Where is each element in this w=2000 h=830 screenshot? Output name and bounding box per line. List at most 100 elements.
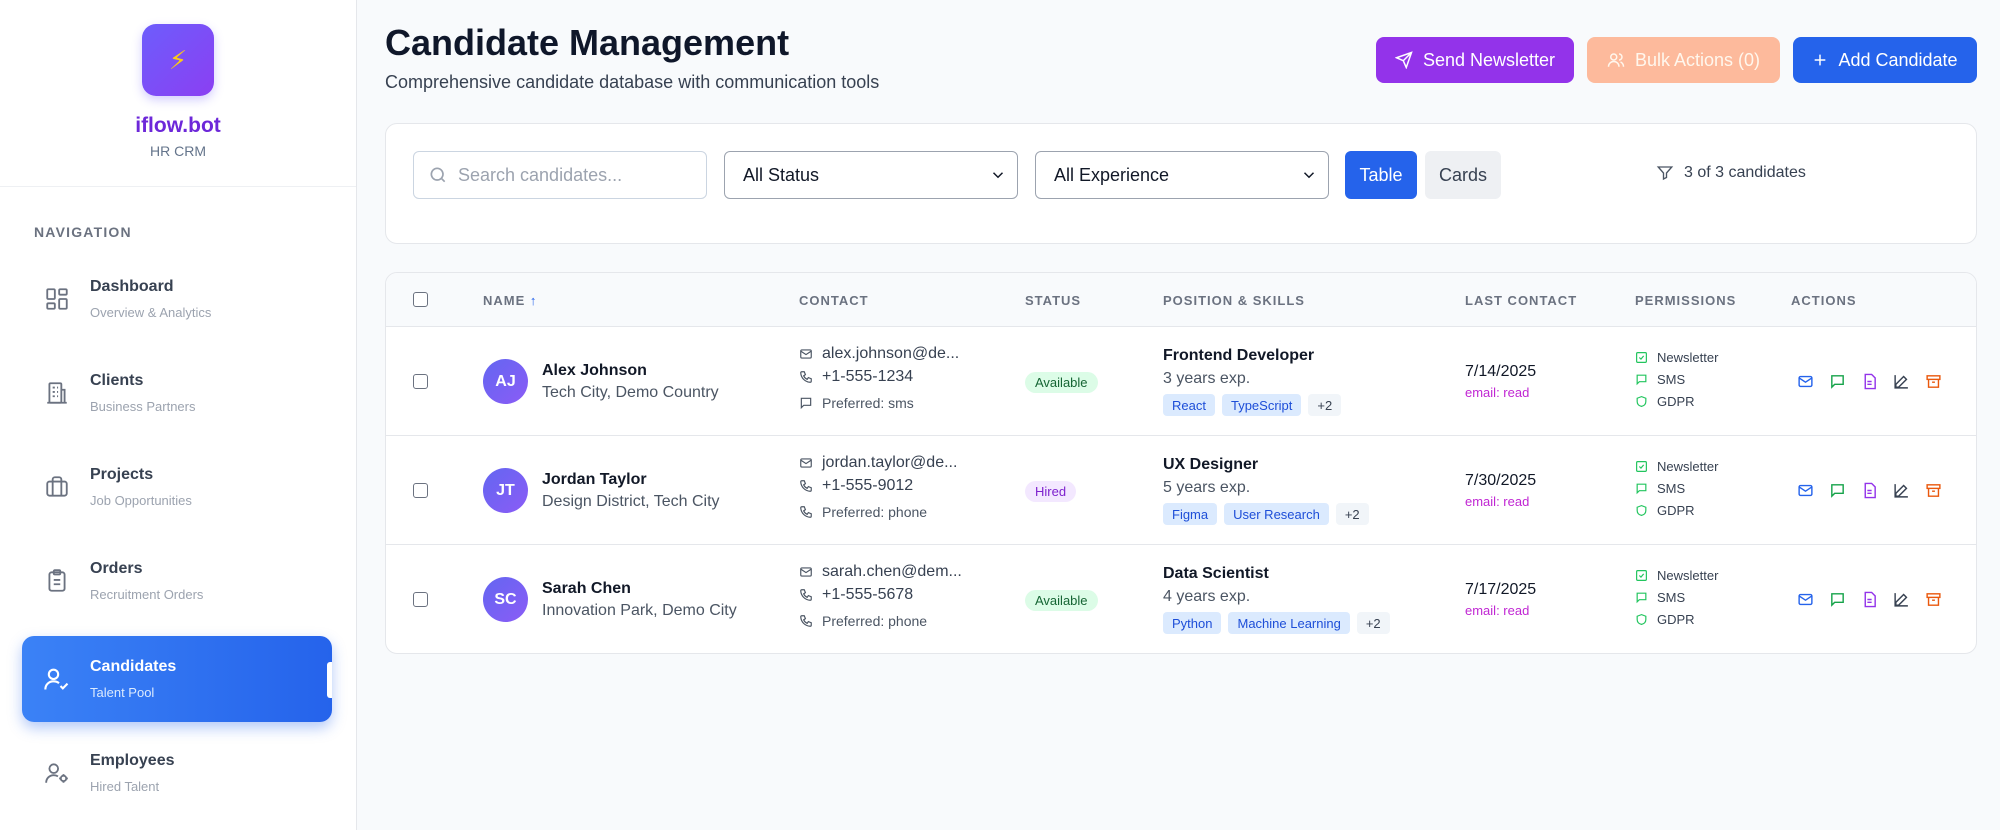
permission-gdpr: GDPR [1635, 612, 1695, 627]
candidate-count: 3 of 3 candidates [1656, 164, 1806, 182]
add-candidate-label: Add Candidate [1838, 49, 1958, 70]
sidebar-item-sub: Talent Pool [90, 685, 155, 700]
contact-email[interactable]: alex.johnson@de... [799, 345, 959, 363]
edit-action-icon[interactable] [1892, 481, 1910, 499]
column-name-label: NAME [483, 293, 526, 308]
sidebar-item-projects[interactable]: Projects Job Opportunities [22, 444, 332, 530]
experience-select-value: All Experience [1054, 164, 1170, 185]
skill-tag: TypeScript [1221, 394, 1302, 416]
add-candidate-button[interactable]: Add Candidate [1793, 37, 1977, 83]
table-row[interactable]: AJ Alex Johnson Tech City, Demo Country … [386, 327, 1976, 436]
table-row[interactable]: SC Sarah Chen Innovation Park, Demo City… [386, 545, 1976, 653]
email-action-icon[interactable] [1796, 590, 1814, 608]
row-checkbox[interactable] [413, 592, 428, 607]
check-square-icon [1636, 352, 1647, 363]
last-contact-meta: email: read [1465, 494, 1530, 509]
search-input[interactable] [458, 164, 698, 186]
status-badge: Available [1025, 590, 1098, 611]
status-select[interactable]: All Status [724, 151, 1018, 199]
briefcase-icon [42, 472, 72, 502]
skill-tag: Machine Learning [1228, 612, 1350, 634]
phone-text: +1-555-1234 [822, 368, 914, 385]
select-all-checkbox[interactable] [413, 292, 428, 307]
email-text: alex.johnson@de... [822, 345, 960, 362]
row-checkbox[interactable] [413, 374, 428, 389]
email-action-icon[interactable] [1796, 481, 1814, 499]
contact-email[interactable]: sarah.chen@dem... [799, 563, 962, 581]
column-contact: CONTACT [799, 293, 869, 308]
mail-icon [800, 349, 812, 359]
sidebar-item-dashboard[interactable]: Dashboard Overview & Analytics [22, 256, 332, 342]
phone-text: +1-555-5678 [822, 586, 914, 603]
sidebar-item-sub: Hired Talent [90, 779, 160, 794]
view-cards-button[interactable]: Cards [1425, 151, 1501, 199]
contact-phone[interactable]: +1-555-1234 [799, 368, 913, 386]
lightning-icon: ⚡ [168, 44, 188, 75]
skills-list: Python Machine Learning +2 [1163, 612, 1390, 634]
sms-action-icon[interactable] [1828, 590, 1846, 608]
sidebar-item-label: Clients [90, 372, 144, 389]
phone-icon [800, 615, 812, 627]
sidebar-item-sub: Recruitment Orders [90, 587, 204, 602]
table-row[interactable]: JT Jordan Taylor Design District, Tech C… [386, 436, 1976, 545]
sms-action-icon[interactable] [1828, 372, 1846, 390]
contact-preference: Preferred: sms [799, 395, 914, 411]
candidate-name[interactable]: Sarah Chen [542, 580, 631, 597]
archive-action-icon[interactable] [1924, 372, 1942, 390]
more-skills-tag: +2 [1335, 503, 1369, 525]
permission-label: GDPR [1657, 612, 1695, 627]
more-skills-tag: +2 [1356, 612, 1390, 634]
last-contact-date: 7/30/2025 [1465, 472, 1537, 489]
view-table-button[interactable]: Table [1345, 151, 1417, 199]
user-gear-icon [42, 758, 72, 788]
archive-action-icon[interactable] [1924, 481, 1942, 499]
logo[interactable]: ⚡ [142, 24, 214, 96]
document-action-icon[interactable] [1860, 481, 1878, 499]
page-subtitle: Comprehensive candidate database with co… [385, 72, 880, 92]
sidebar-item-employees[interactable]: Employees Hired Talent [22, 730, 332, 816]
permission-sms: SMS [1635, 481, 1685, 496]
document-action-icon[interactable] [1860, 372, 1878, 390]
email-action-icon[interactable] [1796, 372, 1814, 390]
send-newsletter-button[interactable]: Send Newsletter [1376, 37, 1574, 83]
archive-action-icon[interactable] [1924, 590, 1942, 608]
sidebar-item-label: Dashboard [90, 278, 174, 295]
mail-icon [800, 458, 812, 468]
bulk-actions-button[interactable]: Bulk Actions (0) [1587, 37, 1780, 83]
permission-gdpr: GDPR [1635, 503, 1695, 518]
sidebar-item-label: Candidates [90, 658, 177, 675]
edit-action-icon[interactable] [1892, 590, 1910, 608]
search-box[interactable] [413, 151, 707, 199]
column-actions: ACTIONS [1791, 293, 1857, 308]
sidebar-item-clients[interactable]: Clients Business Partners [22, 350, 332, 436]
sort-up-icon: ↑ [529, 293, 538, 308]
row-checkbox[interactable] [413, 483, 428, 498]
contact-phone[interactable]: +1-555-9012 [799, 477, 913, 495]
contact-email[interactable]: jordan.taylor@de... [799, 454, 957, 472]
sidebar-item-orders[interactable]: Orders Recruitment Orders [22, 538, 332, 624]
message-icon [1636, 483, 1647, 495]
contact-preference: Preferred: phone [799, 613, 927, 629]
last-contact-date: 7/14/2025 [1465, 363, 1537, 380]
mail-icon [800, 567, 812, 577]
experience-select[interactable]: All Experience [1035, 151, 1329, 199]
last-contact-date: 7/17/2025 [1465, 581, 1537, 598]
nav-heading: NAVIGATION [34, 224, 132, 240]
candidate-name[interactable]: Alex Johnson [542, 362, 647, 379]
sidebar-item-candidates[interactable]: Candidates Talent Pool [22, 636, 332, 722]
sms-action-icon[interactable] [1828, 481, 1846, 499]
bulk-actions-label: Bulk Actions (0) [1634, 49, 1761, 70]
column-name[interactable]: NAME ↑ [483, 293, 537, 308]
sidebar-item-sub: Job Opportunities [90, 493, 192, 508]
shield-icon [1636, 395, 1647, 407]
shield-icon [1636, 504, 1647, 516]
column-status: STATUS [1025, 293, 1082, 308]
edit-action-icon[interactable] [1892, 372, 1910, 390]
phone-icon [800, 480, 812, 492]
column-position: POSITION & SKILLS [1163, 293, 1305, 308]
sidebar-item-sub: Business Partners [90, 399, 196, 414]
candidate-name[interactable]: Jordan Taylor [542, 471, 647, 488]
document-action-icon[interactable] [1860, 590, 1878, 608]
contact-phone[interactable]: +1-555-5678 [799, 586, 913, 604]
clipboard-icon [42, 566, 72, 596]
